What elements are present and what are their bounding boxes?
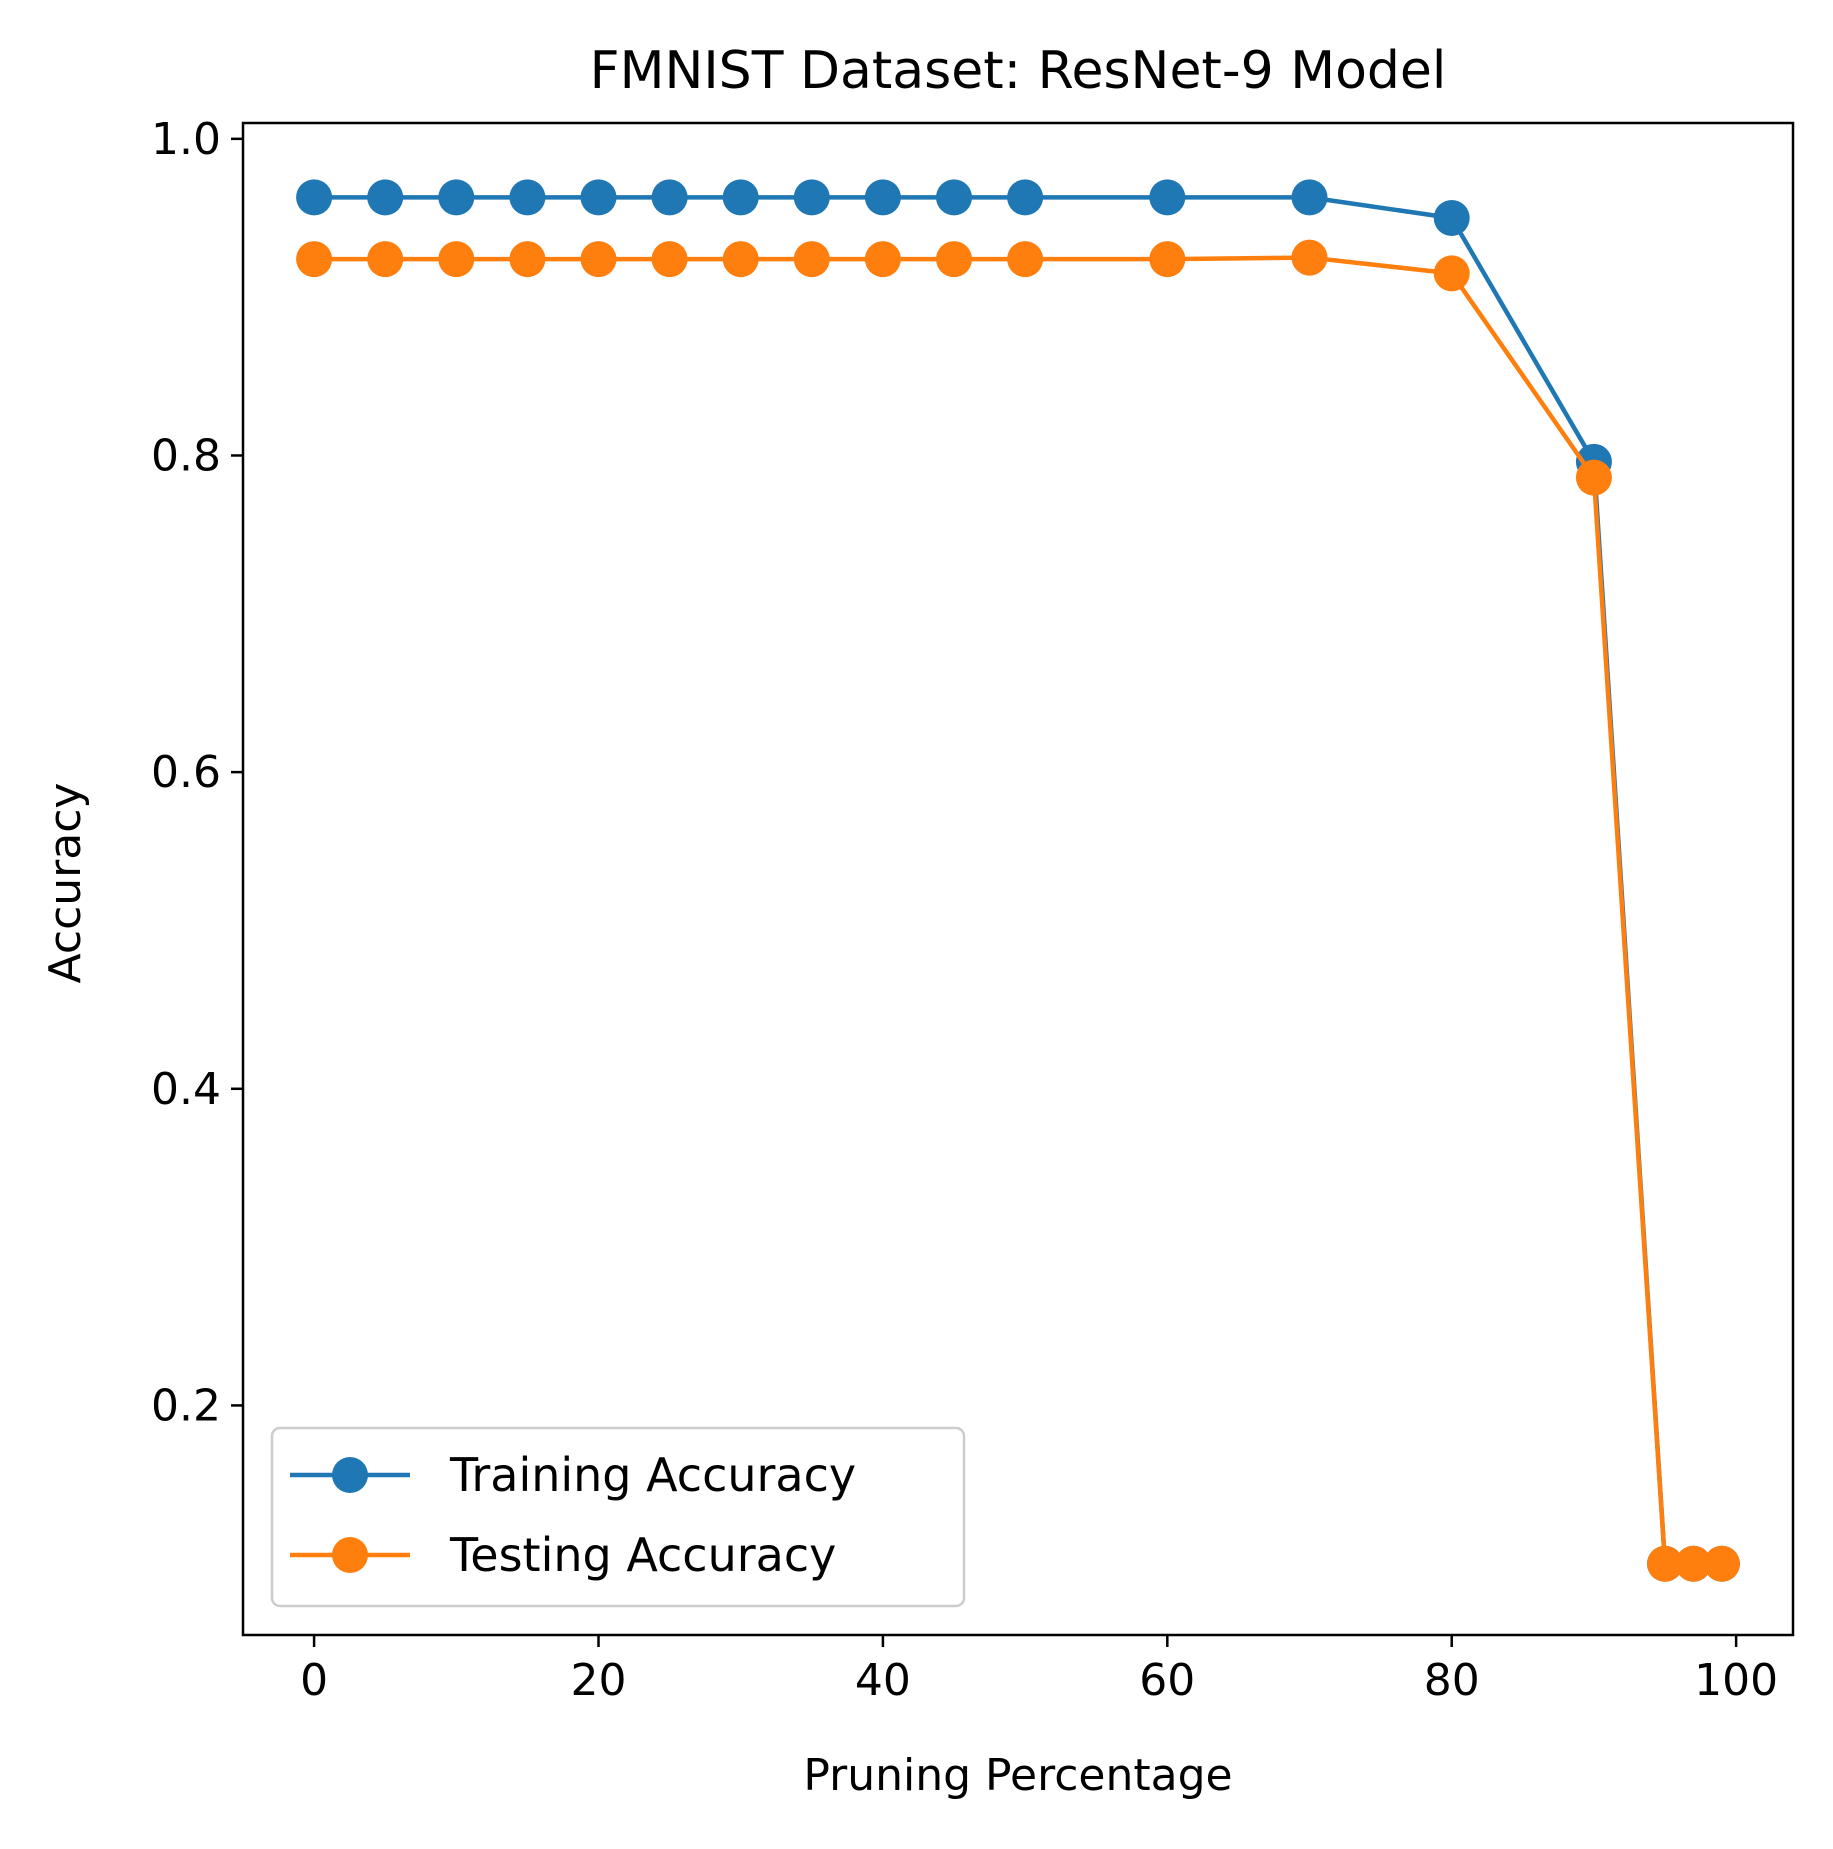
- data-point-testing: [367, 241, 404, 278]
- y-tick-label: 0.2: [151, 1380, 221, 1431]
- legend-label: Testing Accuracy: [449, 1528, 836, 1582]
- y-tick-label: 0.6: [151, 747, 221, 798]
- data-point-testing: [1575, 459, 1612, 496]
- data-point-training: [936, 179, 973, 216]
- legend-swatch-marker: [332, 1457, 368, 1493]
- data-point-training: [793, 179, 830, 216]
- legend-box: [270, 1426, 966, 1608]
- data-point-testing: [1647, 1545, 1684, 1582]
- data-point-testing: [793, 241, 830, 278]
- x-tick-label: 100: [1694, 1655, 1778, 1706]
- data-point-testing: [1149, 241, 1186, 278]
- chart-title: FMNIST Dataset: ResNet-9 Model: [590, 41, 1447, 101]
- x-tick-label: 20: [571, 1655, 627, 1706]
- y-tick-label: 0.8: [151, 430, 221, 481]
- data-point-training: [1433, 199, 1470, 236]
- data-point-training: [367, 179, 404, 216]
- x-tick-label: 60: [1139, 1655, 1195, 1706]
- data-point-training: [509, 179, 546, 216]
- plot-area: 0 20 40 60 80 100 0.2 0.4 0.6 0.8 1.0: [151, 114, 1795, 1706]
- data-point-testing: [864, 241, 901, 278]
- y-tick-label: 0.4: [151, 1064, 221, 1115]
- data-point-training: [722, 179, 759, 216]
- y-tick-label: 1.0: [151, 114, 221, 165]
- x-tick-label: 0: [300, 1655, 328, 1706]
- data-point-training: [1007, 179, 1044, 216]
- data-point-testing: [509, 241, 546, 278]
- data-point-testing: [936, 241, 973, 278]
- data-point-training: [1291, 179, 1328, 216]
- data-point-testing: [1433, 255, 1470, 292]
- data-point-testing: [1703, 1545, 1740, 1582]
- data-point-testing: [1007, 241, 1044, 278]
- data-point-testing: [722, 241, 759, 278]
- data-point-testing: [651, 241, 688, 278]
- data-point-testing: [1675, 1545, 1712, 1582]
- x-tick-label: 40: [855, 1655, 911, 1706]
- data-point-training: [296, 179, 333, 216]
- data-point-training: [651, 179, 688, 216]
- data-point-training: [1149, 179, 1186, 216]
- legend: Training Accuracy Testing Accuracy: [270, 1426, 966, 1608]
- data-point-testing: [296, 241, 333, 278]
- x-tick-label: 80: [1424, 1655, 1480, 1706]
- legend-label: Training Accuracy: [449, 1448, 856, 1502]
- legend-swatch-marker: [332, 1537, 368, 1573]
- axes-frame: [241, 121, 1795, 1637]
- data-point-training: [580, 179, 617, 216]
- data-point-testing: [438, 241, 475, 278]
- x-axis-label: Pruning Percentage: [803, 1750, 1232, 1801]
- data-point-training: [438, 179, 475, 216]
- data-point-training: [864, 179, 901, 216]
- y-axis-label: Accuracy: [40, 783, 91, 984]
- data-point-testing: [1291, 239, 1328, 276]
- data-point-testing: [580, 241, 617, 278]
